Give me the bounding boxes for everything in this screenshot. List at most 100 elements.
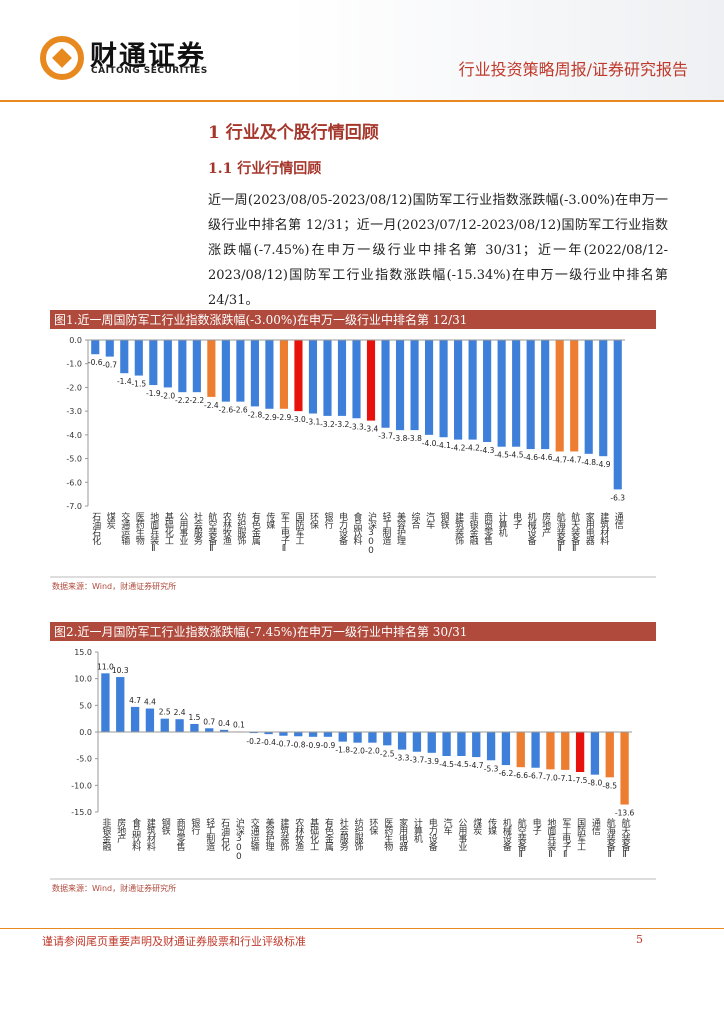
bar [160,718,169,732]
value-label: -1.9 [146,389,161,398]
value-label: -0.9 [306,741,321,750]
y-tick-label: -1.0 [66,360,82,369]
source: 数据来源：Wind，财通证券研究所 [52,883,176,893]
value-label: 0.4 [218,719,230,728]
page-number: 5 [636,933,643,946]
bar [599,340,608,457]
bar [308,340,318,414]
bar [613,340,622,490]
x-tick-label: 交通运输 [119,511,130,546]
x-tick-label: 钢铁 [160,817,171,836]
x-tick-label: 家用电器 [397,817,408,851]
value-label: -0.9 [321,741,336,750]
bar [412,732,422,752]
x-tick-label: 机械设备 [526,511,537,545]
bar [531,732,540,768]
bar [91,340,100,355]
bar [308,732,318,737]
value-label: -3.4 [364,425,379,434]
x-tick-label: 沪深300 [234,817,245,861]
value-label: -4.6 [538,453,553,462]
bar [546,732,555,770]
x-tick-label: 通信 [590,818,601,836]
section-subtitle: 1.1 行业行情回顾 [208,161,322,177]
bar [442,732,451,756]
value-label: -2.6 [219,406,234,415]
x-tick-label: 电力设备 [427,817,438,851]
x-tick-label: 农林牧渔 [221,511,232,545]
value-label: -4.5 [439,760,454,769]
bar [381,340,390,428]
x-tick-label: 环保 [367,818,378,836]
x-tick-label: 军工电子Ⅱ [279,512,290,553]
bar [425,340,434,435]
value-label: -7.0 [543,773,558,782]
bar [472,732,481,758]
value-label: -2.4 [204,401,219,410]
value-label: -4.5 [454,760,469,769]
value-label: -3.3 [395,754,410,763]
x-tick-label: 石油石化 [90,512,101,546]
x-tick-label: 食品饮料 [130,817,141,852]
value-label: -4.3 [480,446,495,455]
x-tick-label: 建筑材料 [598,511,609,546]
value-label: -4.5 [494,451,509,460]
value-label: -0.4 [261,738,276,747]
x-tick-label: 医药生物 [134,512,145,546]
bar [219,729,229,732]
value-label: 0.1 [233,720,245,729]
value-label: -1.8 [335,746,350,755]
bar [497,340,506,447]
value-label: -2.6 [233,406,248,415]
x-tick-label: 航天装备Ⅱ [620,817,631,859]
value-label: -0.7 [102,361,117,370]
caption-band [50,622,656,641]
value-label: -3.0 [291,415,306,424]
value-label: 10.3 [112,666,129,675]
x-tick-label: 环保 [308,512,319,530]
value-label: -4.0 [422,439,437,448]
bar [368,732,377,743]
chart-title: 图1.近一周国防军工行业指数涨跌幅(-3.00%)在申万一级行业中排名第 12/… [54,312,467,327]
x-tick-label: 基础化工 [308,817,319,850]
y-tick-label: 5.0 [79,701,92,710]
y-tick-label: 0.0 [79,728,92,737]
x-tick-label: 电子 [511,511,522,529]
logo-icon [40,36,84,80]
bar [584,340,593,454]
x-tick-label: 地面兵装Ⅱ [545,817,556,859]
bar [561,732,570,770]
chart: 图1.近一周国防军工行业指数涨跌幅(-3.00%)在申万一级行业中排名第 12/… [50,310,656,591]
bar [192,340,201,393]
y-tick-label: -2.0 [66,383,82,392]
value-label: -7.1 [558,774,573,783]
source: 数据来源：Wind，财通证券研究所 [52,581,176,591]
x-tick-label: 汽车 [424,511,435,530]
value-label: 4.4 [144,698,156,707]
bar [236,340,245,402]
bar [605,732,614,778]
bar [483,340,492,442]
bar [501,732,511,766]
x-tick-label: 国防军工 [575,818,586,850]
value-label: 11.0 [97,662,114,671]
value-label: -4.8 [581,458,596,467]
bar [439,340,448,438]
bar [116,677,125,732]
value-label: -2.0 [161,391,176,400]
x-tick-label: 电力设备 [337,511,348,545]
bar [590,732,600,775]
value-label: -3.7 [378,432,393,441]
x-tick-label: 轻工制造 [381,511,392,546]
x-tick-label: 航空装备Ⅱ [516,817,527,859]
x-tick-label: 航海装备Ⅱ [605,817,616,859]
x-tick-label: 航海装备Ⅱ [555,511,566,553]
bar [383,732,392,746]
value-label: 0.7 [203,717,215,726]
header-rule [0,100,724,102]
value-label: -2.8 [248,410,263,419]
value-label: -4.7 [567,455,582,464]
x-tick-label: 房地产 [540,511,551,538]
bar [338,732,347,742]
